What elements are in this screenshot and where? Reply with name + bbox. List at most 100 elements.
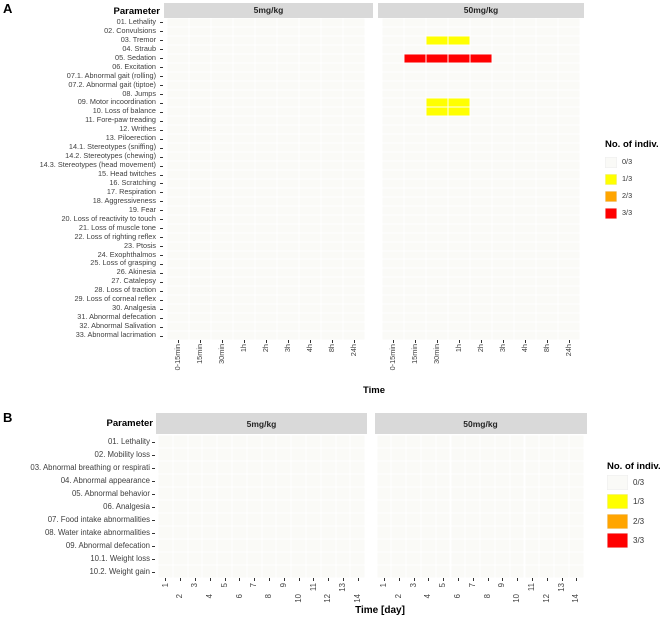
heatmap-cell xyxy=(514,107,536,117)
heatmap-cell xyxy=(480,435,495,448)
heatmap-cell xyxy=(568,448,584,461)
heatmap-cell xyxy=(470,98,492,108)
x-axis-tick-label: 9 xyxy=(497,583,507,588)
heatmap-cell xyxy=(391,487,407,500)
heatmap-cell xyxy=(298,214,321,224)
heatmap-cell xyxy=(470,89,492,99)
heatmap-cell xyxy=(382,223,404,233)
heatmap-cell xyxy=(187,565,203,578)
heatmap-cell xyxy=(188,196,211,206)
heatmap-cell xyxy=(376,461,392,474)
heatmap-cell xyxy=(509,461,525,474)
x-axis-tick xyxy=(398,578,400,581)
heatmap-cell xyxy=(448,286,470,296)
heatmap-cell xyxy=(187,552,203,565)
heatmap-cell xyxy=(261,552,277,565)
heatmap-cell xyxy=(210,80,233,90)
x-axis-tick xyxy=(517,578,519,581)
heatmap-cell xyxy=(536,214,558,224)
x-axis-tick xyxy=(283,578,285,581)
heatmap-cell xyxy=(298,161,321,171)
heatmap-cell xyxy=(298,205,321,215)
heatmap-cell xyxy=(404,313,426,323)
heatmap-cell xyxy=(448,125,470,135)
heatmap-cell xyxy=(217,500,232,513)
heatmap-cell xyxy=(382,313,404,323)
heatmap-cell xyxy=(514,223,536,233)
heatmap-cell xyxy=(514,62,536,72)
heatmap-cell xyxy=(202,448,218,461)
heatmap-cell xyxy=(382,35,404,45)
y-axis-tick xyxy=(151,467,155,469)
heatmap-cell xyxy=(536,116,558,126)
heatmap-cell xyxy=(210,89,233,99)
heatmap-cell xyxy=(558,196,580,206)
heatmap-cell xyxy=(350,500,366,513)
heatmap-cell xyxy=(426,116,448,126)
heatmap-cell xyxy=(492,322,514,332)
row-label: 04. Straub xyxy=(122,43,156,53)
heatmap-cell xyxy=(188,116,211,126)
heatmap-cell xyxy=(342,295,365,305)
heatmap-cell xyxy=(492,223,514,233)
heatmap-cell xyxy=(554,539,569,552)
heatmap-cell xyxy=(509,448,525,461)
heatmap-cell xyxy=(202,500,218,513)
heatmap-cell xyxy=(320,170,343,179)
heatmap-cell xyxy=(470,161,492,171)
heatmap-cell xyxy=(539,565,555,578)
heatmap-cell xyxy=(202,435,218,448)
y-axis-tick xyxy=(159,183,163,185)
heatmap-cell xyxy=(568,461,584,474)
heatmap-cell xyxy=(210,295,233,305)
heatmap-cell xyxy=(426,214,448,224)
heatmap-cell xyxy=(465,539,481,552)
heatmap-cell xyxy=(492,80,514,90)
heatmap-cell xyxy=(254,35,277,45)
heatmap-cell xyxy=(276,107,299,117)
heatmap-cell xyxy=(261,513,277,526)
heatmap-cell xyxy=(376,513,392,526)
heatmap-cell xyxy=(246,461,262,474)
heatmap-cell xyxy=(404,125,426,135)
heatmap-cell xyxy=(276,80,299,90)
x-axis-tick xyxy=(221,339,223,343)
heatmap-cell xyxy=(210,26,233,36)
x-axis-tick xyxy=(561,578,563,581)
heatmap-cell xyxy=(298,268,321,278)
heatmap-cell xyxy=(435,565,451,578)
heatmap-cell xyxy=(232,474,247,487)
heatmap-cell xyxy=(217,539,232,552)
heatmap-cell xyxy=(158,435,173,448)
heatmap-cell xyxy=(480,539,495,552)
heatmap-cell xyxy=(188,205,211,215)
heatmap-cell xyxy=(448,143,470,153)
heatmap-cell xyxy=(320,107,343,117)
heatmap-cell xyxy=(376,435,392,448)
heatmap-cell xyxy=(406,565,421,578)
y-axis-tick xyxy=(159,263,163,265)
heatmap-cell xyxy=(342,116,365,126)
heatmap-cell xyxy=(426,313,448,323)
heatmap-cell xyxy=(335,461,351,474)
heatmap-cell xyxy=(470,125,492,135)
x-axis-tick xyxy=(287,339,289,343)
heatmap-cell xyxy=(465,461,481,474)
heatmap-cell xyxy=(276,241,299,251)
heatmap-cell xyxy=(448,187,470,197)
x-axis-tick xyxy=(437,339,438,343)
heatmap-cell xyxy=(342,80,365,90)
heatmap-cell xyxy=(166,143,189,153)
heatmap-cell xyxy=(210,161,233,171)
heatmap-cell xyxy=(539,461,555,474)
heatmap-cell xyxy=(426,259,448,269)
heatmap-cell xyxy=(404,53,426,63)
heatmap-cell xyxy=(254,161,277,171)
heatmap-cell xyxy=(514,53,536,63)
heatmap-cell xyxy=(320,214,343,224)
heatmap-cell xyxy=(558,277,580,287)
heatmap-cell xyxy=(187,474,203,487)
heatmap-cell xyxy=(261,448,277,461)
heatmap-cell xyxy=(470,241,492,251)
heatmap-cell xyxy=(426,277,448,287)
